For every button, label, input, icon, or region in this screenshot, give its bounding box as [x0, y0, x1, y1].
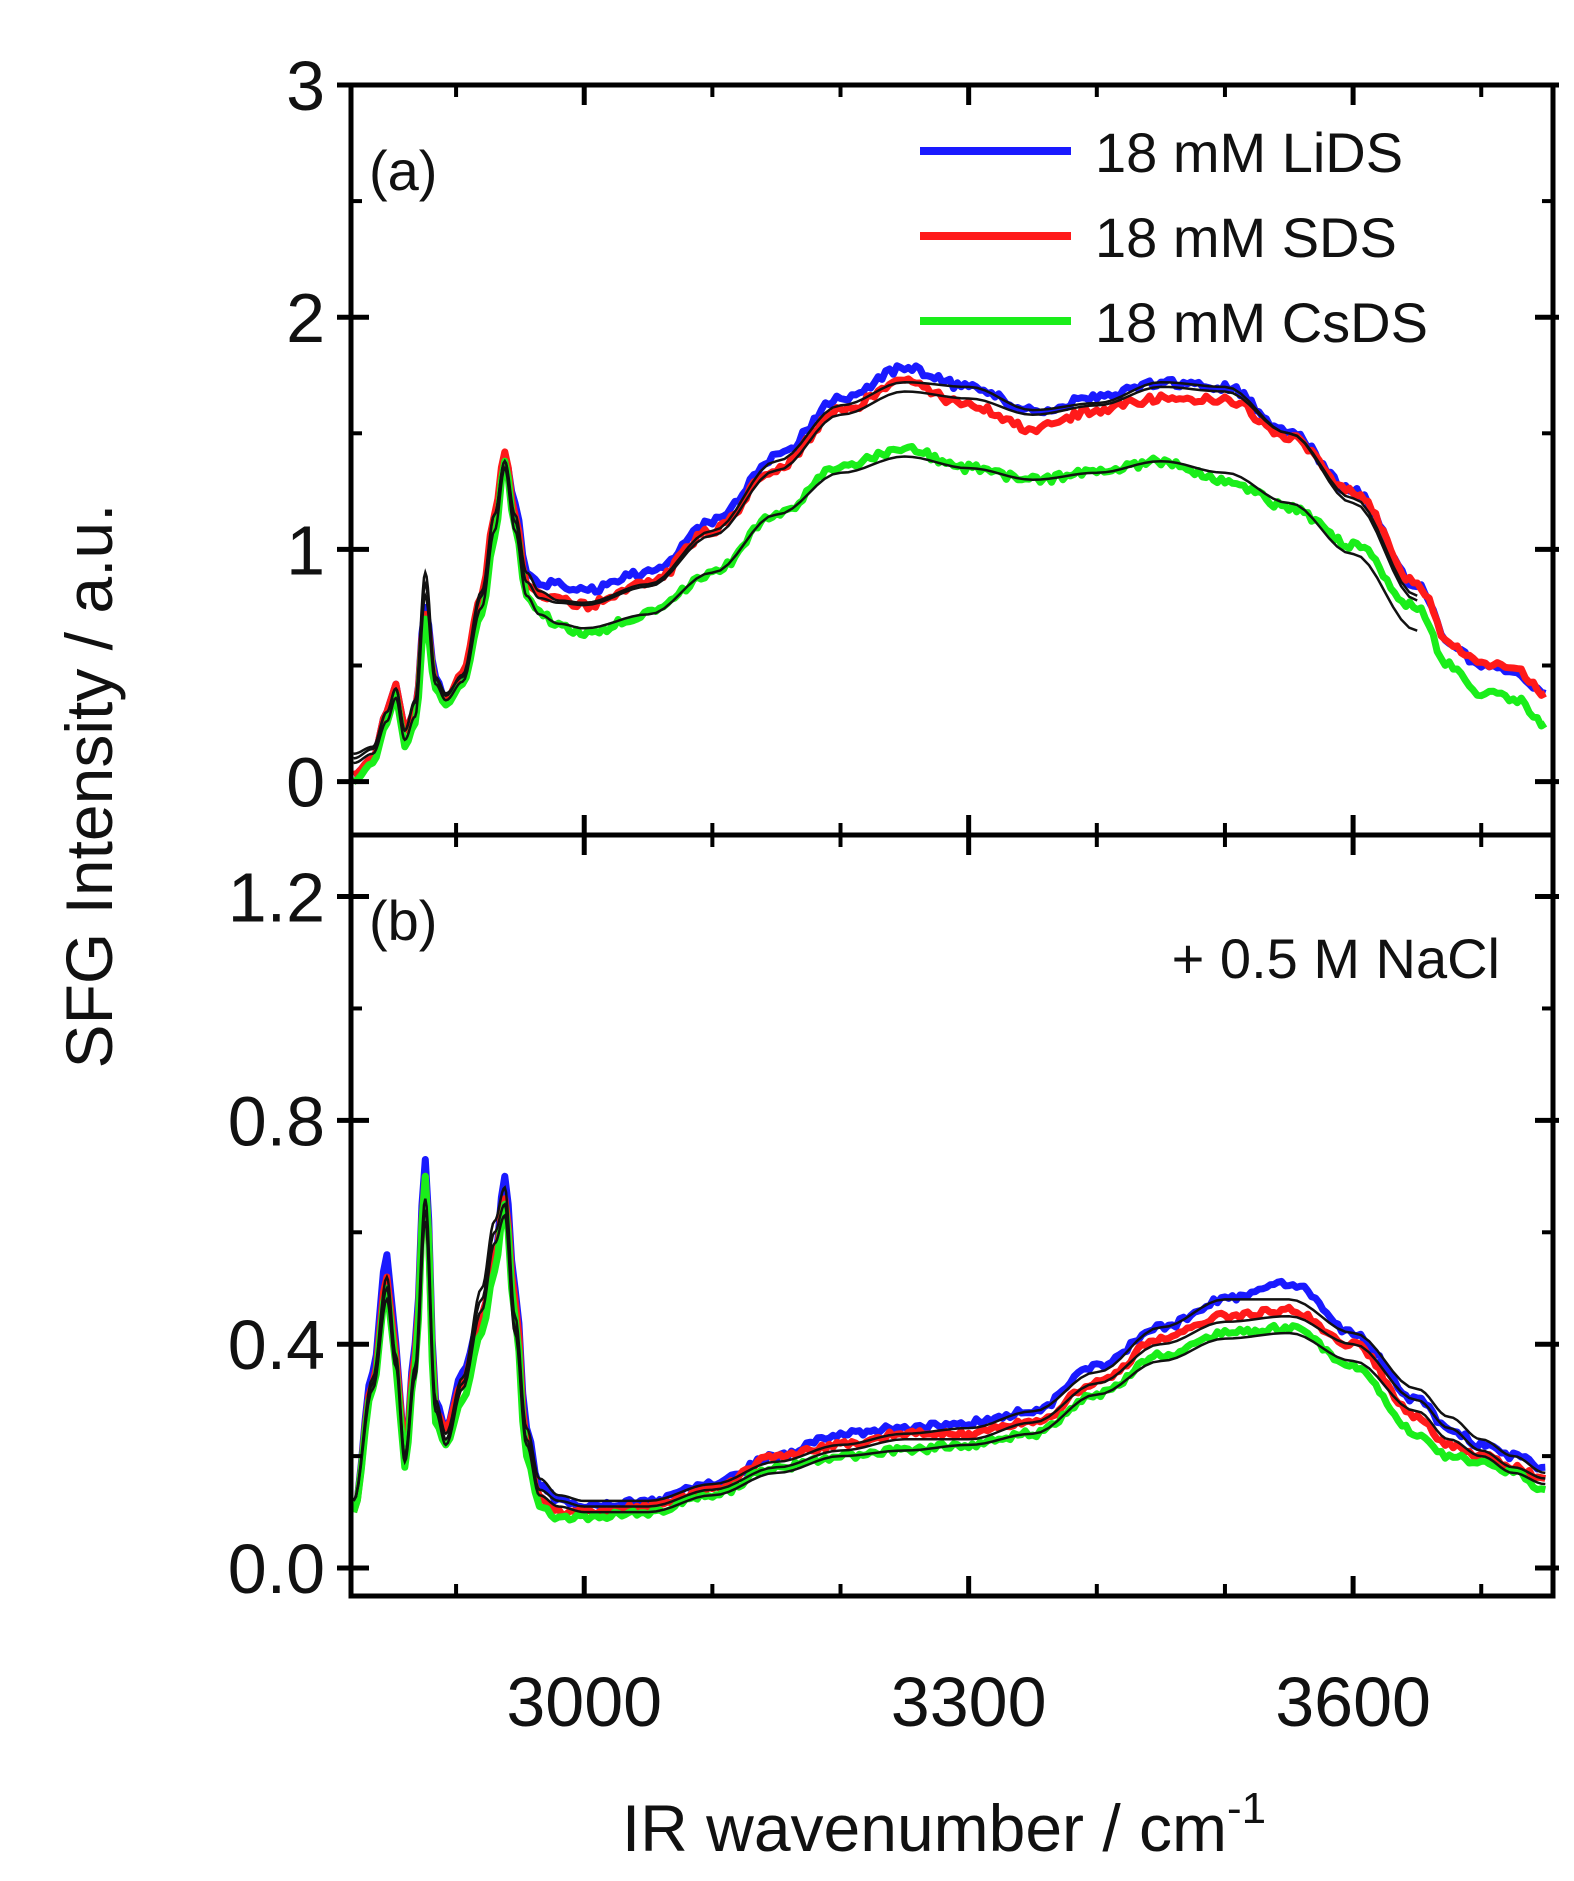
- x-tick-label: 3000: [506, 1663, 662, 1741]
- y-tick-label: 2: [286, 279, 325, 357]
- x-tick-label: 3300: [891, 1663, 1047, 1741]
- y-tick-label: 0.8: [228, 1082, 325, 1160]
- fit-line: [352, 1213, 1546, 1514]
- plot-frame: [348, 832, 1556, 1599]
- series-line-18-mm-sds: [351, 1172, 1546, 1519]
- series-line-18-mm-csds: [351, 1172, 1547, 1524]
- fit-line: [353, 455, 1418, 765]
- legend-item: 18 mM LiDS: [920, 121, 1403, 184]
- y-tick-label: 0: [286, 744, 325, 822]
- legend-item: 18 mM SDS: [920, 206, 1397, 269]
- y-tick-label: 0.0: [228, 1530, 325, 1608]
- panel-label: (b): [369, 889, 437, 952]
- x-tick-label: 3600: [1275, 1663, 1431, 1741]
- panel-a: 0 1 2 3 (a) 18 mM LiDS 18 mM SDS 18 mM CsDS: [286, 47, 1559, 838]
- x-axis-label: IR wavenumber / cm-1: [622, 1784, 1266, 1865]
- fit-line: [353, 385, 1418, 760]
- y-tick-label: 1.2: [228, 859, 325, 937]
- panel-b: 0.0 0.4 0.8 1.2 3000 3300 3600 (b) + 0.5 M NaCl: [228, 832, 1559, 1741]
- y-axis-label: SFG Intensity / a.u.: [52, 504, 126, 1069]
- legend-label: 18 mM LiDS: [1095, 121, 1403, 184]
- legend-label: 18 mM CsDS: [1095, 291, 1428, 354]
- fit-line: [353, 380, 1418, 755]
- legend-item: 18 mM CsDS: [920, 291, 1428, 354]
- y-tick-label: 1: [286, 511, 325, 589]
- series-line-18-mm-lids: [352, 362, 1547, 778]
- annotation-nacl: + 0.5 M NaCl: [1172, 927, 1500, 990]
- y-tick-label: 3: [286, 47, 325, 125]
- series-line-18-mm-csds: [352, 443, 1548, 785]
- panel-label: (a): [369, 139, 437, 202]
- legend-label: 18 mM SDS: [1095, 206, 1397, 269]
- y-tick-label: 0.4: [228, 1306, 325, 1384]
